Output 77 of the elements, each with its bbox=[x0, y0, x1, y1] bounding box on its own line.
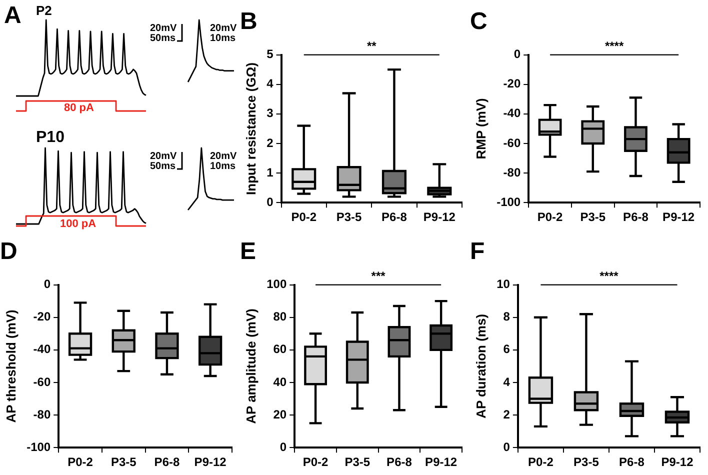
x-tick-label: P6-8 bbox=[619, 455, 645, 470]
text: 20mV bbox=[150, 151, 177, 162]
chart-title: A bbox=[4, 2, 22, 29]
y-axis-title: RMP (mV) bbox=[473, 98, 488, 160]
y-tick-label: -20 bbox=[33, 310, 51, 324]
y-tick-label: 0 bbox=[514, 47, 521, 62]
y-tick-label: 0 bbox=[44, 277, 51, 292]
y-tick-label: -80 bbox=[503, 165, 521, 180]
y-tick-label: 40 bbox=[273, 374, 287, 389]
annotation: 20mV bbox=[210, 23, 237, 34]
x-tick-label: P6-8 bbox=[623, 210, 649, 224]
text: 20mV bbox=[150, 23, 177, 34]
x-tick-label: P9-12 bbox=[423, 210, 456, 224]
x-tick-label: P9-12 bbox=[194, 455, 227, 470]
y-tick-label: 2 bbox=[266, 136, 274, 150]
annotation: 80 pA bbox=[64, 102, 94, 114]
x-tick-label: P9-12 bbox=[662, 210, 695, 224]
y-tick-label: 4 bbox=[503, 374, 510, 389]
x-tick-label: P3-5 bbox=[336, 210, 362, 224]
y-tick-label: -60 bbox=[33, 374, 51, 389]
y-tick-label: 3 bbox=[266, 106, 274, 120]
x-tick-label: P9-12 bbox=[425, 455, 458, 470]
x-tick-label: P3-5 bbox=[580, 210, 606, 224]
annotation: 10ms bbox=[210, 33, 236, 44]
y-tick-label: 0 bbox=[266, 194, 274, 209]
x-tick-label: P6-8 bbox=[382, 210, 408, 224]
y-tick-label: 2 bbox=[503, 407, 510, 422]
x-tick-label: P0-2 bbox=[302, 455, 329, 470]
chart-title: D bbox=[0, 238, 18, 266]
y-tick-label: -80 bbox=[33, 407, 51, 422]
y-tick-label: 6 bbox=[503, 342, 510, 356]
y-axis-title: AP duration (ms) bbox=[473, 314, 488, 418]
x-tick-label: P0-2 bbox=[68, 455, 94, 470]
x-tick-label: P0-2 bbox=[528, 455, 554, 470]
text: 50ms bbox=[150, 161, 176, 172]
chart-title: B bbox=[240, 8, 258, 36]
chart-title: F bbox=[470, 238, 485, 266]
y-tick-label: 80 bbox=[273, 310, 287, 324]
y-axis-title: Input resistance (GΩ) bbox=[243, 62, 258, 195]
y-axis-title: AP amplitude (mV) bbox=[243, 308, 258, 424]
text: *** bbox=[371, 269, 386, 284]
text: **** bbox=[600, 269, 619, 284]
x-tick-label: P3-5 bbox=[110, 455, 137, 470]
chart-title: E bbox=[240, 238, 256, 266]
x-tick-label: P3-5 bbox=[574, 455, 600, 470]
y-tick-label: -100 bbox=[496, 194, 521, 209]
annotation: 20mV bbox=[210, 151, 237, 162]
y-tick-label: -100 bbox=[26, 440, 51, 454]
y-tick-label: 100 bbox=[266, 277, 287, 292]
y-tick-label: 8 bbox=[503, 310, 510, 324]
x-tick-label: P6-8 bbox=[386, 455, 412, 470]
y-tick-label: 60 bbox=[273, 342, 287, 356]
y-tick-label: 1 bbox=[266, 165, 274, 180]
x-tick-label: P9-12 bbox=[661, 455, 694, 470]
x-tick-label: P0-2 bbox=[291, 210, 317, 224]
y-tick-label: 0 bbox=[280, 440, 287, 454]
y-tick-label: -40 bbox=[33, 342, 51, 356]
text: P10 bbox=[36, 129, 64, 146]
text: ** bbox=[366, 39, 377, 54]
y-tick-label: -20 bbox=[503, 76, 521, 91]
x-tick-label: P3-5 bbox=[344, 455, 370, 470]
y-axis-title: AP threshold (mV) bbox=[3, 310, 18, 423]
y-tick-label: 20 bbox=[273, 407, 287, 422]
annotation: 100 pA bbox=[60, 218, 96, 230]
y-tick-label: 0 bbox=[503, 440, 510, 454]
y-tick-label: -60 bbox=[503, 136, 521, 150]
x-tick-label: P0-2 bbox=[537, 210, 564, 224]
text: P2 bbox=[36, 3, 52, 18]
text: 50ms bbox=[150, 33, 176, 44]
annotation: 10ms bbox=[210, 161, 236, 172]
y-tick-label: 4 bbox=[266, 76, 274, 91]
y-tick-label: 5 bbox=[266, 47, 274, 62]
y-tick-label: 10 bbox=[496, 277, 510, 292]
text: **** bbox=[604, 39, 624, 54]
y-tick-label: -40 bbox=[503, 106, 521, 120]
x-tick-label: P6-8 bbox=[154, 455, 180, 470]
chart-title: C bbox=[470, 8, 488, 36]
